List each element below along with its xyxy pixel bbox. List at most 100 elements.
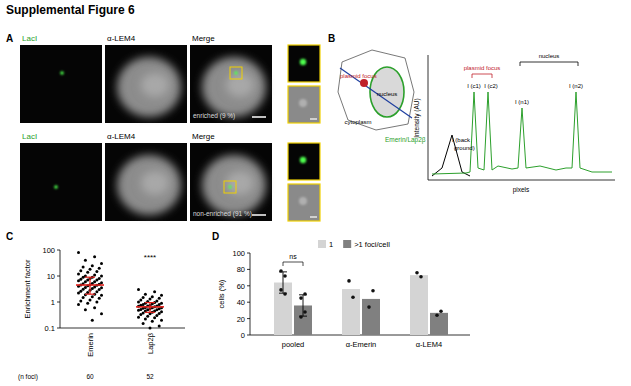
profile-axis (428, 55, 429, 180)
point (100, 312, 103, 315)
point (95, 290, 98, 293)
channel-label: α-LEM4 (107, 132, 136, 141)
axis-title: pixels (513, 186, 530, 194)
tick-label: 100 (42, 246, 55, 255)
point (77, 279, 80, 282)
legend-label: >1 foci/cell (354, 240, 390, 249)
point (84, 308, 87, 311)
cell (117, 57, 181, 117)
channel-label: Merge (192, 132, 215, 141)
axis-title: Intensity (AU) (413, 98, 421, 137)
point (137, 288, 140, 291)
category-label: α-Emerin (346, 340, 377, 349)
inset (288, 143, 320, 180)
plot-area (274, 269, 448, 335)
y-axis (60, 250, 61, 328)
point (79, 299, 82, 302)
replicate-point (347, 279, 351, 283)
point (82, 296, 85, 299)
replicate-point (299, 315, 303, 319)
n-label: (n foci) (18, 373, 38, 381)
point (82, 276, 85, 279)
point (82, 288, 85, 291)
point (137, 309, 140, 312)
bar (362, 299, 380, 335)
focus (228, 185, 232, 189)
point (98, 297, 101, 300)
iqr-cap (85, 277, 95, 278)
panel-label: A (6, 33, 13, 44)
point (158, 324, 161, 327)
point (93, 255, 96, 258)
y-tick (57, 302, 60, 303)
point (95, 270, 98, 273)
replicate-point (283, 274, 287, 278)
point (137, 301, 140, 304)
point (98, 288, 101, 291)
inset-signal (299, 197, 307, 205)
point (77, 303, 80, 306)
profile-label: I (c2) (484, 83, 498, 89)
y-tick (247, 253, 250, 254)
point (77, 272, 80, 275)
y-tick (57, 250, 60, 251)
point (98, 267, 101, 270)
category-label: pooled (282, 340, 305, 349)
point (158, 297, 161, 300)
replicate-point (303, 310, 307, 314)
panel-label: D (212, 231, 219, 242)
tick-label: 40 (237, 298, 245, 307)
point (139, 298, 142, 301)
point (144, 318, 147, 321)
axis-title: cells (%) (217, 279, 226, 308)
replicate-point (435, 314, 439, 318)
point (100, 275, 103, 278)
replicate-point (283, 292, 287, 296)
inset (288, 184, 320, 221)
legend-label: 1 (329, 240, 333, 249)
point (77, 251, 80, 254)
legend-swatch (343, 240, 351, 248)
profile-label: plasmid focus (464, 65, 501, 71)
y-tick (57, 276, 60, 277)
y-tick (247, 302, 250, 303)
cell-outline (338, 50, 414, 130)
schematic-label: cytoplasm (344, 119, 371, 125)
replicate-point (419, 275, 423, 279)
median (76, 284, 104, 286)
point (142, 296, 145, 299)
scale-bar (310, 118, 317, 119)
image-bg (20, 45, 102, 123)
point (144, 293, 147, 296)
point (93, 306, 96, 309)
y-tick (247, 318, 250, 319)
panel-label: C (6, 231, 13, 242)
replicate-point (367, 305, 371, 309)
point (155, 314, 158, 317)
bracket (472, 74, 492, 78)
inset (288, 86, 320, 123)
point (158, 312, 161, 315)
profile-axis (428, 180, 615, 181)
bar (342, 289, 360, 335)
channel-label: LacI (22, 132, 37, 141)
category-label: α-LEM4 (416, 340, 442, 349)
replicate-point (371, 289, 375, 293)
category-label: Emerin (86, 333, 95, 357)
replicate-point (439, 309, 443, 313)
point (84, 280, 87, 283)
replicate-point (299, 296, 303, 300)
figure: Supplemental Figure 6ABCDLacIα-LEM4Merge… (0, 0, 631, 386)
tick-label: 0 (241, 331, 245, 340)
significance-bracket (283, 262, 303, 266)
point (146, 315, 149, 318)
schematic-label: nucleus (377, 91, 398, 97)
channel-label: α-LEM4 (107, 34, 136, 43)
tick-label: 20 (237, 315, 245, 324)
axis-title: Enrichment factor (23, 259, 32, 318)
zoom-box (224, 181, 236, 193)
iqr-cap (85, 294, 95, 295)
row-note: non-enriched (91 %) (193, 210, 252, 218)
y-tick (247, 285, 250, 286)
point (160, 294, 163, 297)
